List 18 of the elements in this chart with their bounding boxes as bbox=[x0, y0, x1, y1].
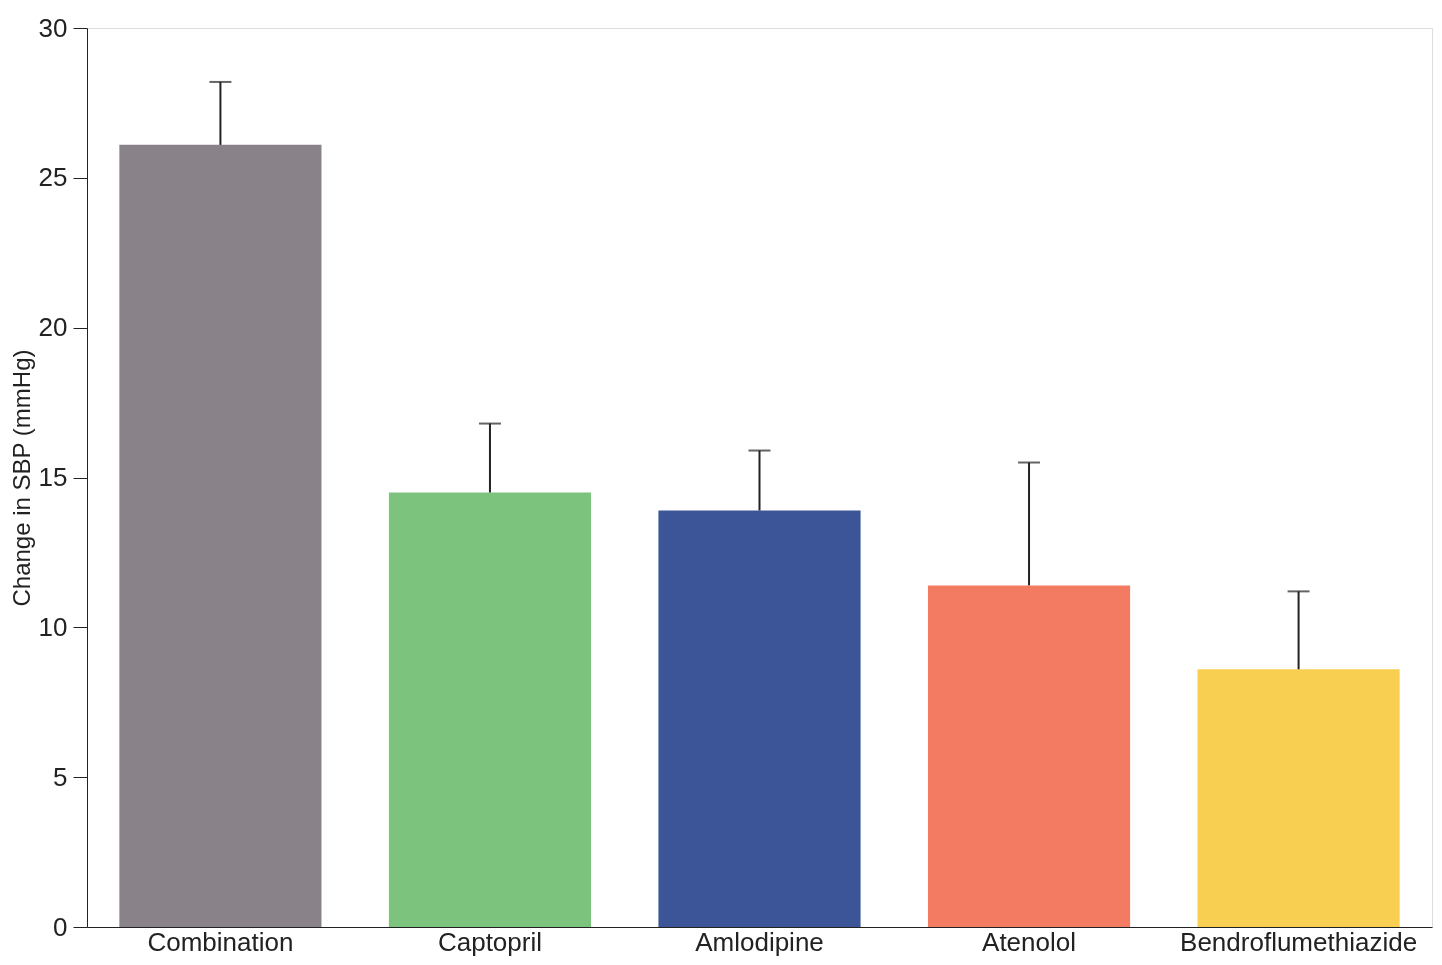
bar bbox=[658, 510, 861, 927]
bar bbox=[1197, 669, 1400, 927]
y-tick-label: 5 bbox=[53, 761, 68, 792]
x-tick-label: Captopril bbox=[437, 926, 542, 957]
x-tick-label: Bendroflumethiazide bbox=[1180, 926, 1418, 957]
y-tick-label: 10 bbox=[38, 611, 68, 642]
y-tick-label: 25 bbox=[38, 162, 68, 193]
y-tick-label: 30 bbox=[38, 12, 68, 43]
y-tick-label: 20 bbox=[38, 312, 68, 343]
x-tick-label: Atenolol bbox=[982, 926, 1077, 957]
x-tick-label: Amlodipine bbox=[695, 926, 824, 957]
bar bbox=[119, 144, 322, 927]
y-tick-label: 15 bbox=[38, 462, 68, 492]
y-axis-title: Change in SBP (mmHg) bbox=[7, 349, 35, 607]
bar bbox=[927, 585, 1131, 927]
x-tick-label: Combination bbox=[147, 926, 294, 957]
bar bbox=[388, 492, 592, 927]
y-tick-label: 0 bbox=[53, 911, 68, 942]
